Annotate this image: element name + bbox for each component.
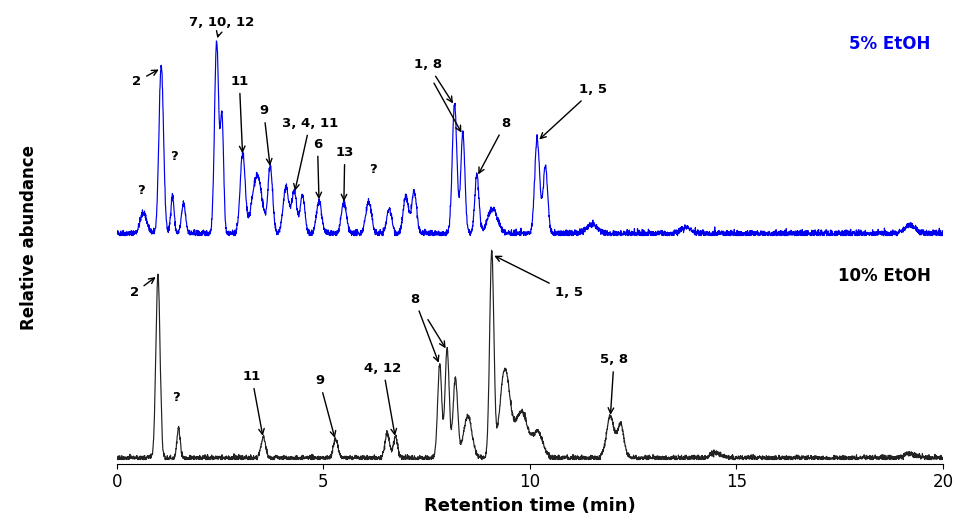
Text: Relative abundance: Relative abundance: [20, 144, 38, 330]
Text: 11: 11: [230, 75, 249, 152]
Text: 1, 8: 1, 8: [414, 58, 452, 102]
Text: ?: ?: [137, 184, 145, 197]
Text: 2: 2: [132, 70, 157, 88]
X-axis label: Retention time (min): Retention time (min): [424, 497, 636, 515]
Text: 5, 8: 5, 8: [600, 353, 628, 413]
Text: 5% EtOH: 5% EtOH: [850, 35, 930, 53]
Text: 9: 9: [315, 374, 335, 436]
Text: 3, 4, 11: 3, 4, 11: [282, 117, 338, 190]
Text: 6: 6: [313, 138, 322, 198]
Text: 7, 10, 12: 7, 10, 12: [189, 16, 255, 37]
Text: 9: 9: [260, 104, 272, 164]
Text: 8: 8: [479, 117, 510, 173]
Text: 1, 5: 1, 5: [540, 83, 608, 139]
Text: ?: ?: [170, 150, 178, 163]
Text: ?: ?: [369, 163, 377, 176]
Text: 11: 11: [243, 370, 264, 434]
Text: 4, 12: 4, 12: [364, 362, 401, 434]
Text: 2: 2: [130, 278, 155, 299]
Text: 10% EtOH: 10% EtOH: [838, 267, 930, 285]
Text: 8: 8: [410, 292, 438, 362]
Text: ?: ?: [172, 391, 180, 404]
Text: 13: 13: [335, 146, 354, 200]
Text: 1, 5: 1, 5: [496, 256, 582, 299]
